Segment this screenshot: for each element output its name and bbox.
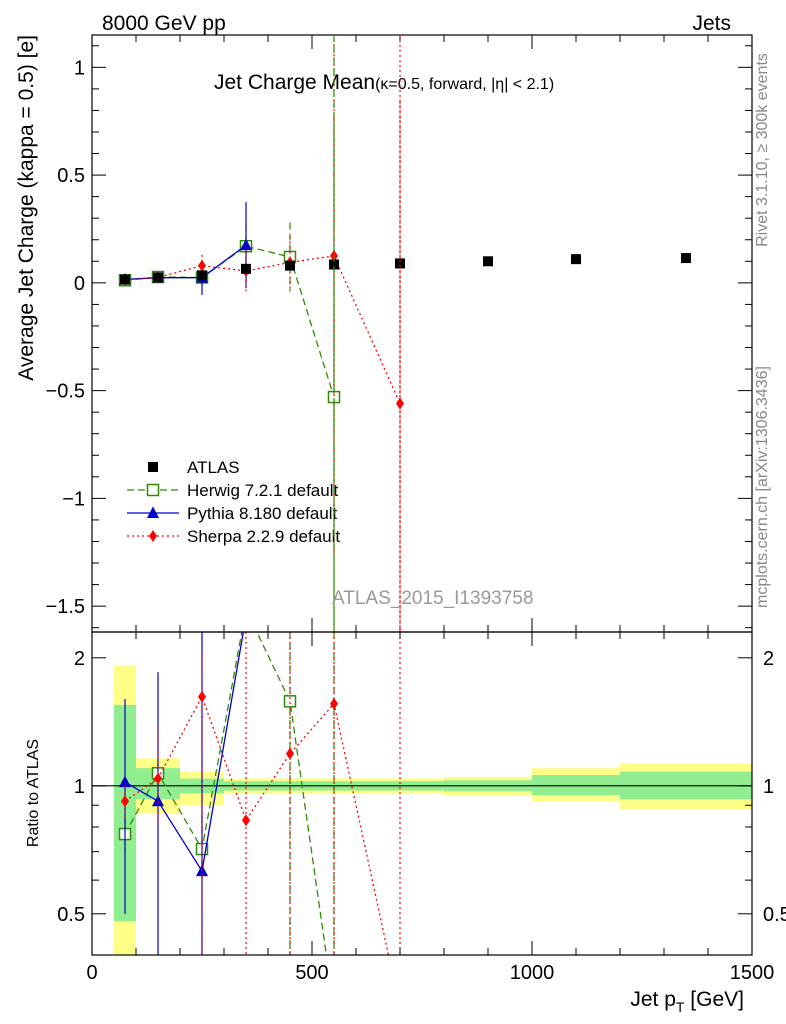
legend-marker-data: [148, 462, 158, 472]
y-tick-label-ratio: 2: [74, 648, 85, 670]
point-sherpa: [396, 397, 404, 410]
ratio-point-pythia: [196, 864, 208, 877]
ratio-point-pythia: [152, 794, 164, 807]
mcplots-label: mcplots.cern.ch [arXiv:1306.3436]: [754, 366, 771, 608]
point-data: [197, 270, 207, 281]
point-data: [395, 258, 405, 269]
legend-marker-herwig: [146, 483, 160, 497]
x-axis-label-subscript: T: [676, 999, 685, 1015]
legend-label-data: ATLAS: [187, 458, 240, 477]
header-left: 8000 GeV pp: [102, 12, 226, 35]
legend-item-sherpa: Sherpa 2.2.9 default: [127, 527, 340, 546]
rivet-label: Rivet 3.1.10, ≥ 300k events: [754, 53, 771, 247]
ratio-series-sherpa: [121, 632, 401, 955]
ratio-line-herwig: [124, 632, 328, 955]
y-tick-label-main: −0.5: [46, 381, 85, 403]
series-data: [120, 253, 691, 285]
y-tick-label-main: 0.5: [57, 165, 85, 187]
ratio-point-sherpa: [330, 697, 338, 710]
y-tick-label-ratio-right: 0.5: [763, 904, 786, 926]
point-data: [153, 272, 163, 283]
legend: ATLAS Herwig 7.2.1 default Pythia 8.180 de…: [127, 458, 340, 546]
point-data: [329, 259, 339, 270]
legend-item-herwig: Herwig 7.2.1 default: [127, 481, 338, 500]
point-data: [241, 263, 251, 274]
ratio-line-pythia: [124, 632, 244, 873]
y-tick-label-ratio-right: 2: [763, 648, 774, 670]
y-tick-label-main: 1: [74, 57, 85, 79]
legend-label-sherpa: Sherpa 2.2.9 default: [187, 527, 340, 546]
ratio-point-sherpa: [198, 690, 206, 703]
legend-marker-sherpa: [149, 530, 157, 542]
chart-title-main: Jet Charge Mean: [214, 71, 375, 94]
point-data: [483, 256, 493, 267]
y-tick-label-ratio: 1: [74, 776, 85, 798]
main-panel: 1 0.5 0 −0.5 −1 −1.5 Jet Charge Mean(κ=0.5, fo…: [15, 34, 753, 633]
ratio-point-herwig: [283, 695, 297, 708]
analysis-watermark: ATLAS_2015_I1393758: [332, 588, 533, 609]
ratio-point-sherpa: [121, 795, 129, 808]
ratio-series-group: [118, 632, 401, 955]
chart-subtitle: (κ=0.5, forward, |η| < 2.1): [375, 76, 554, 93]
y-tick-label-main: −1.5: [46, 596, 85, 618]
x-axis-label-unit: [GeV]: [684, 988, 744, 1011]
header-right: Jets: [692, 12, 731, 35]
ratio-point-pythia: [119, 775, 131, 788]
ratio-point-sherpa: [154, 772, 162, 785]
band-inner: [532, 775, 620, 796]
y-tick-label-ratio-right: 1: [763, 776, 774, 798]
chart-title: Jet Charge Mean(κ=0.5, forward, |η| < 2.…: [214, 71, 554, 94]
point-data: [681, 253, 691, 264]
legend-item-data: ATLAS: [148, 458, 240, 477]
ratio-point-sherpa: [286, 747, 294, 760]
y-tick-label-ratio: 0.5: [57, 904, 85, 926]
y-axis-label-main: Average Jet Charge (kappa = 0.5) [e]: [15, 35, 38, 381]
legend-label-herwig: Herwig 7.2.1 default: [187, 481, 338, 500]
ratio-panel: 0.5 0.5 1 1 2 2 0 500 1000 1500 Ratio to ATLAS Jet …: [25, 631, 786, 1015]
y-axis-label-ratio: Ratio to ATLAS: [25, 739, 42, 847]
legend-marker-pythia: [147, 506, 159, 518]
legend-item-pythia: Pythia 8.180 default: [127, 504, 338, 523]
y-tick-label-main: 0: [74, 273, 85, 295]
point-data: [571, 254, 581, 265]
legend-label-pythia: Pythia 8.180 default: [187, 504, 338, 523]
main-series-group: [118, 35, 691, 632]
ratio-point-sherpa: [242, 814, 250, 827]
point-pythia: [240, 238, 252, 251]
x-tick-label: 0: [86, 962, 97, 984]
x-tick-label: 1000: [510, 962, 555, 984]
y-tick-label-main: −1: [62, 488, 85, 510]
x-axis-label: Jet pT [GeV]: [630, 988, 744, 1015]
x-tick-label: 500: [295, 962, 328, 984]
x-tick-label: 1500: [730, 962, 775, 984]
point-data: [285, 260, 295, 271]
ratio-frame: [91, 631, 753, 956]
x-axis-label-main: Jet p: [630, 988, 676, 1011]
point-sherpa: [198, 259, 206, 272]
point-data: [120, 274, 130, 285]
